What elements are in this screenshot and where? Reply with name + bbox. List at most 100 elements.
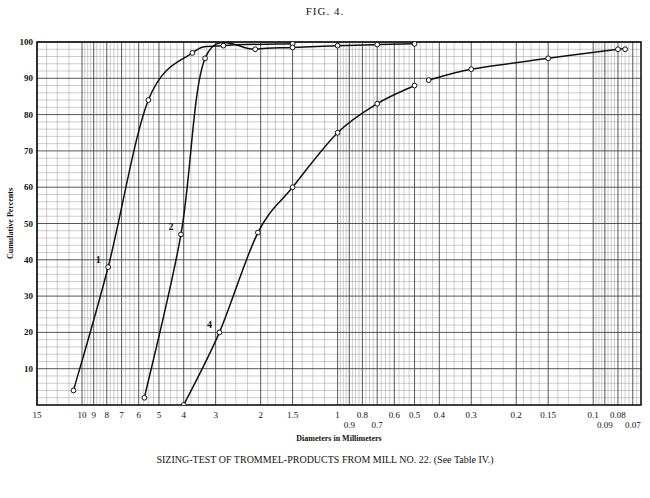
data-point	[71, 388, 76, 393]
minor-grid-line	[37, 252, 641, 253]
y-grid-line	[37, 259, 641, 260]
x-grid-line	[121, 42, 122, 405]
x-tick-label: 2	[258, 410, 263, 420]
plot-data	[71, 42, 627, 405]
y-grid-line	[37, 187, 641, 188]
x-tick-label: 5	[157, 410, 162, 420]
caption: SIZING-TEST OF TROMMEL-PRODUCTS FROM MIL…	[156, 454, 493, 466]
minor-grid-line	[37, 201, 641, 202]
minor-grid-line	[37, 383, 641, 384]
minor-grid-line	[37, 317, 641, 318]
x-axis-label: Diameters in Millimeters	[296, 434, 381, 443]
data-point	[412, 42, 417, 46]
x-grid-line	[516, 42, 517, 405]
x-grid-line	[260, 42, 261, 405]
y-tick-label: 70	[24, 146, 34, 156]
title: FIG. 4.	[306, 5, 344, 17]
data-point	[375, 42, 380, 47]
x-tick-label: 0.08	[610, 410, 626, 420]
x-tick-label: 7	[119, 410, 124, 420]
y-tick-label: 10	[24, 364, 34, 374]
minor-grid-line	[37, 390, 641, 391]
data-point	[335, 43, 340, 48]
minor-grid-line	[37, 245, 641, 246]
data-point	[616, 47, 621, 52]
minor-grid-line	[37, 361, 641, 362]
x-tick-label: 1.5	[287, 410, 299, 420]
minor-grid-line	[37, 165, 641, 166]
data-point	[623, 47, 628, 52]
y-tick-label: 50	[24, 219, 34, 229]
series-line	[184, 49, 626, 405]
data-point	[190, 50, 195, 55]
y-grid-line	[37, 368, 641, 369]
minor-grid-line	[37, 121, 641, 122]
minor-grid-line	[37, 267, 641, 268]
minor-grid-line	[37, 274, 641, 275]
x-tick-label: 0.7	[372, 420, 384, 430]
y-tick-label: 80	[24, 110, 34, 120]
x-tick-label: 3	[213, 410, 218, 420]
x-tick-label: 0.2	[511, 410, 522, 420]
grid	[37, 42, 641, 405]
x-tick-label: 0.4	[434, 410, 446, 420]
x-grid-line	[439, 42, 440, 405]
data-point	[290, 185, 295, 190]
plot-frame	[37, 42, 641, 405]
x-tick-label: 9	[91, 410, 96, 420]
y-axis-label: Cumulative Percents	[6, 188, 15, 259]
y-grid-line	[37, 78, 641, 79]
series-label: 2	[168, 221, 173, 232]
data-point	[375, 101, 380, 106]
x-tick-label: 0.1	[588, 410, 599, 420]
data-point	[253, 47, 258, 52]
series-label: 4	[207, 319, 212, 330]
y-tick-label: 40	[24, 255, 34, 265]
minor-grid-line	[37, 230, 641, 231]
minor-grid-line	[37, 325, 641, 326]
x-tick-label: 0.5	[409, 410, 421, 420]
data-point	[546, 56, 551, 61]
minor-grid-line	[37, 310, 641, 311]
x-tick-label: 1	[335, 410, 340, 420]
x-grid-line	[414, 42, 415, 405]
minor-grid-line	[37, 303, 641, 304]
x-tick-label: 10	[78, 410, 88, 420]
x-grid-line	[158, 42, 159, 405]
y-grid-line	[37, 150, 641, 151]
data-point	[203, 56, 208, 61]
y-tick-label: 60	[24, 182, 34, 192]
x-grid-line	[82, 42, 83, 405]
x-grid-line	[138, 42, 139, 405]
x-tick-label: 8	[105, 410, 110, 420]
minor-grid-line	[37, 143, 641, 144]
minor-grid-line	[37, 107, 641, 108]
minor-grid-line	[37, 158, 641, 159]
x-grid-line	[93, 42, 94, 405]
minor-grid-line	[37, 281, 641, 282]
data-point	[146, 98, 151, 103]
minor-grid-line	[37, 136, 641, 137]
x-tick-label: 4	[181, 410, 186, 420]
series-label: 1	[96, 254, 101, 265]
data-point	[335, 130, 340, 135]
y-grid-line	[37, 223, 641, 224]
minor-grid-line	[37, 208, 641, 209]
x-grid-line	[377, 42, 378, 405]
x-tick-label: 0.3	[466, 410, 478, 420]
minor-grid-line	[37, 238, 641, 239]
x-tick-label: 15	[33, 410, 43, 420]
series-line	[144, 42, 414, 397]
background	[0, 0, 650, 498]
data-point	[181, 403, 186, 405]
y-tick-label: 100	[20, 37, 34, 47]
chart: 1020304050607080901001510987654321.510.9…	[0, 0, 650, 498]
data-point	[221, 43, 226, 48]
x-grid-line	[349, 42, 350, 405]
data-point	[469, 67, 474, 72]
minor-grid-line	[37, 172, 641, 173]
y-tick-label: 20	[24, 327, 34, 337]
minor-grid-line	[37, 346, 641, 347]
x-grid-line	[394, 42, 395, 405]
x-grid-line	[362, 42, 363, 405]
